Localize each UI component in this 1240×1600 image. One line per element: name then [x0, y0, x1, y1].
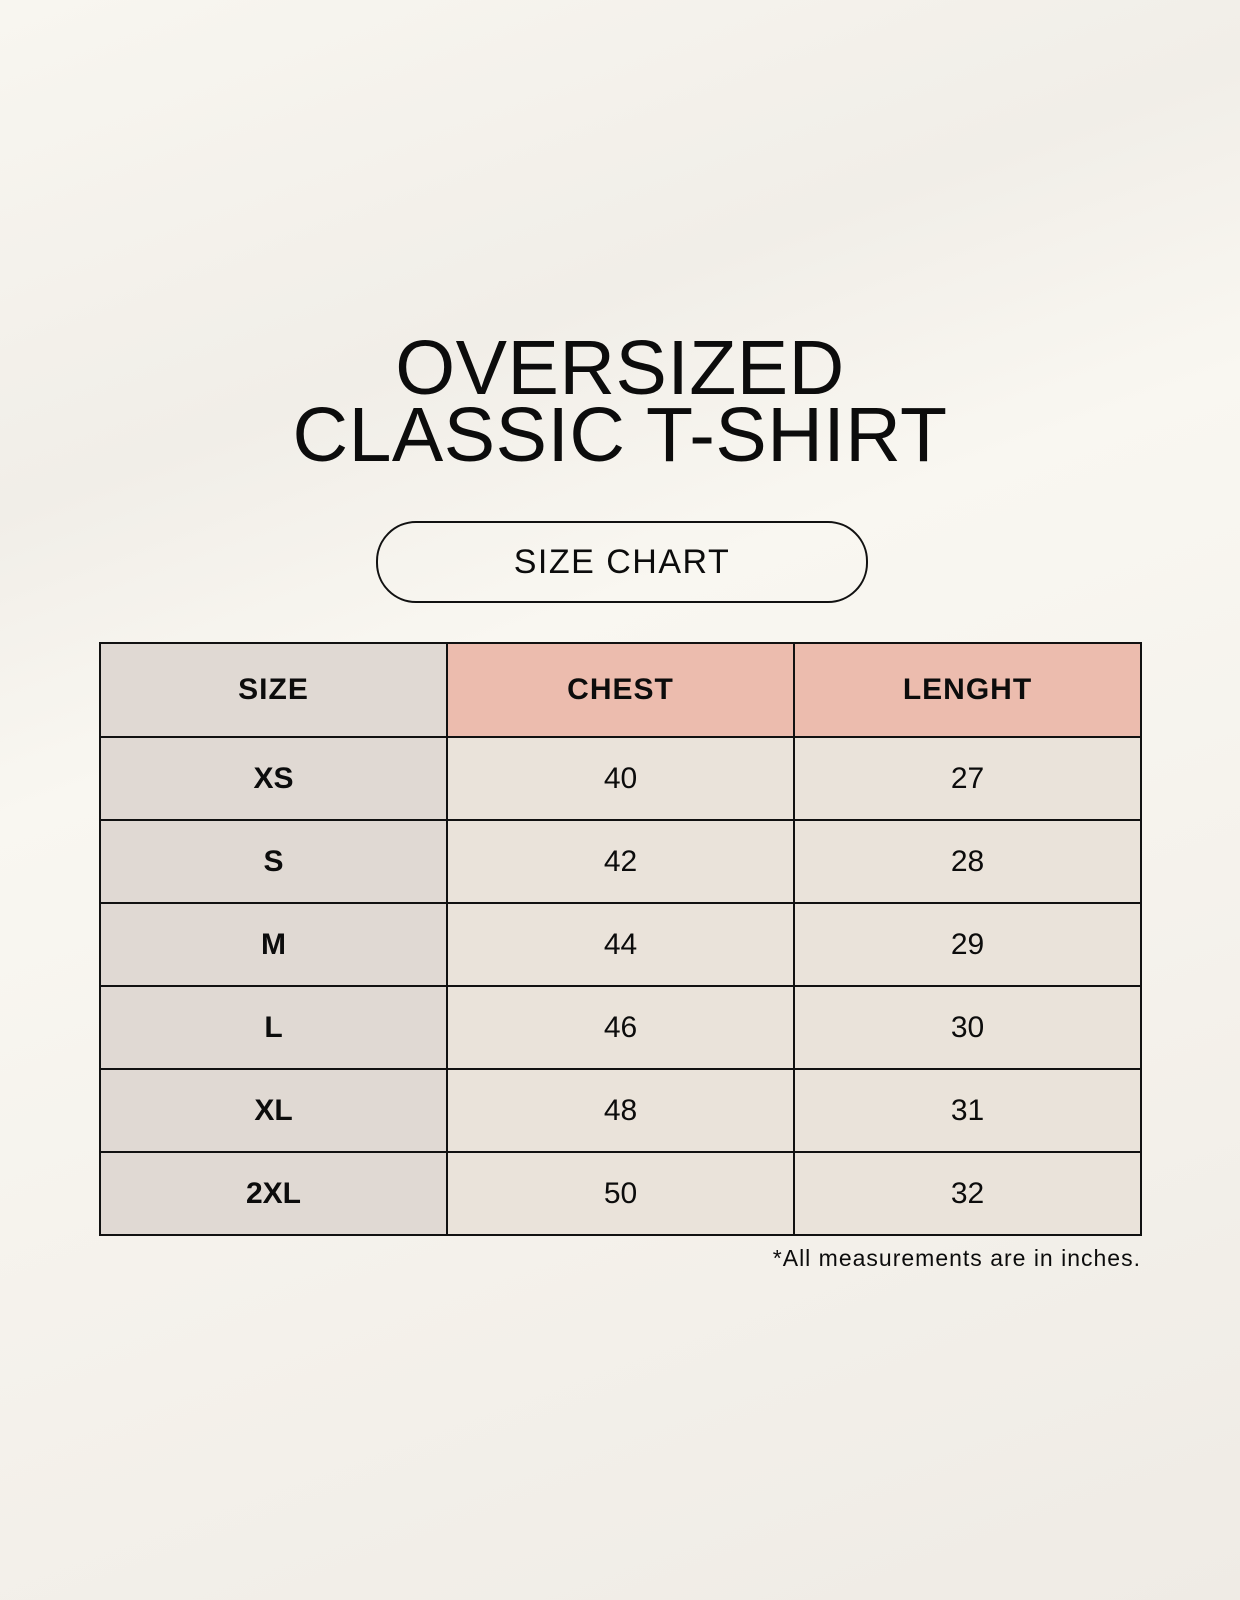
cell-chest: 44	[446, 902, 795, 987]
header-chest: CHEST	[446, 642, 795, 738]
table-row: 2XL 50 32	[99, 1151, 1142, 1236]
header-length: LENGHT	[793, 642, 1142, 738]
size-table: SIZE CHEST LENGHT XS 40 27 S 42 28 M 44 29 L 46 30 X…	[99, 642, 1142, 1236]
cell-length: 30	[793, 985, 1142, 1070]
table-header-row: SIZE CHEST LENGHT	[99, 642, 1142, 738]
cell-size: S	[99, 819, 448, 904]
cell-length: 28	[793, 819, 1142, 904]
cell-size: M	[99, 902, 448, 987]
cell-chest: 50	[446, 1151, 795, 1236]
cell-chest: 42	[446, 819, 795, 904]
cell-chest: 48	[446, 1068, 795, 1153]
cell-length: 31	[793, 1068, 1142, 1153]
cell-size: XS	[99, 736, 448, 821]
title-line-1: OVERSIZED	[395, 325, 845, 411]
size-chart-badge: SIZE CHART	[376, 521, 868, 603]
cell-length: 32	[793, 1151, 1142, 1236]
measurement-note: *All measurements are in inches.	[772, 1245, 1141, 1271]
cell-chest: 40	[446, 736, 795, 821]
table-row: L 46 30	[99, 985, 1142, 1070]
table-row: XL 48 31	[99, 1068, 1142, 1153]
cell-size: 2XL	[99, 1151, 448, 1236]
title-line-2: CLASSIC T-SHIRT	[292, 392, 948, 478]
cell-size: XL	[99, 1068, 448, 1153]
table-row: M 44 29	[99, 902, 1142, 987]
cell-length: 29	[793, 902, 1142, 987]
table-row: S 42 28	[99, 819, 1142, 904]
cell-size: L	[99, 985, 448, 1070]
page-title: OVERSIZED CLASSIC T-SHIRT	[0, 325, 1240, 478]
table-row: XS 40 27	[99, 736, 1142, 821]
header-size: SIZE	[99, 642, 448, 738]
cell-length: 27	[793, 736, 1142, 821]
cell-chest: 46	[446, 985, 795, 1070]
